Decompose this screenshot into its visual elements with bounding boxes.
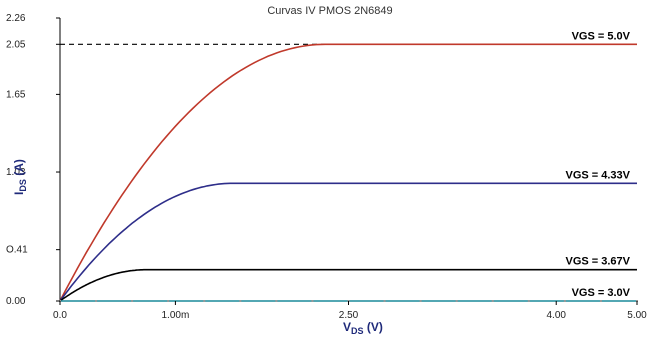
series-point — [383, 300, 386, 302]
x-tick-label: 5.00 — [627, 310, 647, 321]
chart-title: Curvas IV PMOS 2N6849 — [267, 5, 392, 17]
y-tick-label: 0.00 — [6, 296, 26, 307]
x-tick-label: 4.00 — [546, 310, 566, 321]
series-point — [239, 300, 242, 302]
series-layer — [59, 43, 637, 302]
x-tick-label: 1.00m — [162, 310, 190, 321]
series-point — [527, 300, 530, 302]
x-axis-label: VDS (V) — [343, 320, 383, 336]
series-point — [563, 300, 566, 302]
series-point — [275, 300, 278, 302]
series-labels: VGS = 5.0V VGS = 4.33V VGS = 3.67V VGS = 3.… — [565, 30, 630, 299]
x-tick-label: 0.0 — [53, 310, 67, 321]
series-label: VGS = 3.67V — [565, 256, 630, 268]
series-point — [203, 300, 206, 302]
y-tick-label: 1.03 — [6, 167, 26, 178]
series-line — [59, 268, 637, 302]
series-label: VGS = 4.33V — [565, 169, 630, 181]
y-ticks: 0.00 O.41 1.03 1.65 2.05 2.26 — [6, 13, 60, 307]
series-line — [59, 43, 637, 302]
x-ticks: 0.0 1.00m 2.50 4.00 5.00 — [53, 301, 647, 321]
series-point — [599, 300, 602, 302]
series-point — [167, 300, 170, 302]
series-point — [95, 300, 98, 302]
series-point — [455, 300, 458, 302]
series-point — [311, 300, 314, 302]
y-tick-label: 2.26 — [6, 13, 26, 24]
series-line — [59, 182, 637, 302]
series-label: VGS = 5.0V — [572, 30, 631, 42]
series-point — [131, 300, 134, 302]
series-label: VGS = 3.0V — [572, 287, 631, 299]
y-tick-label: O.41 — [6, 245, 28, 256]
y-axis-label: IDS (A) — [12, 159, 28, 195]
series-point — [419, 300, 422, 302]
series-point — [491, 300, 494, 302]
y-tick-label: 2.05 — [6, 39, 26, 50]
y-tick-label: 1.65 — [6, 89, 26, 100]
x-tick-label: 2.50 — [339, 310, 359, 321]
plot-area — [59, 18, 637, 302]
